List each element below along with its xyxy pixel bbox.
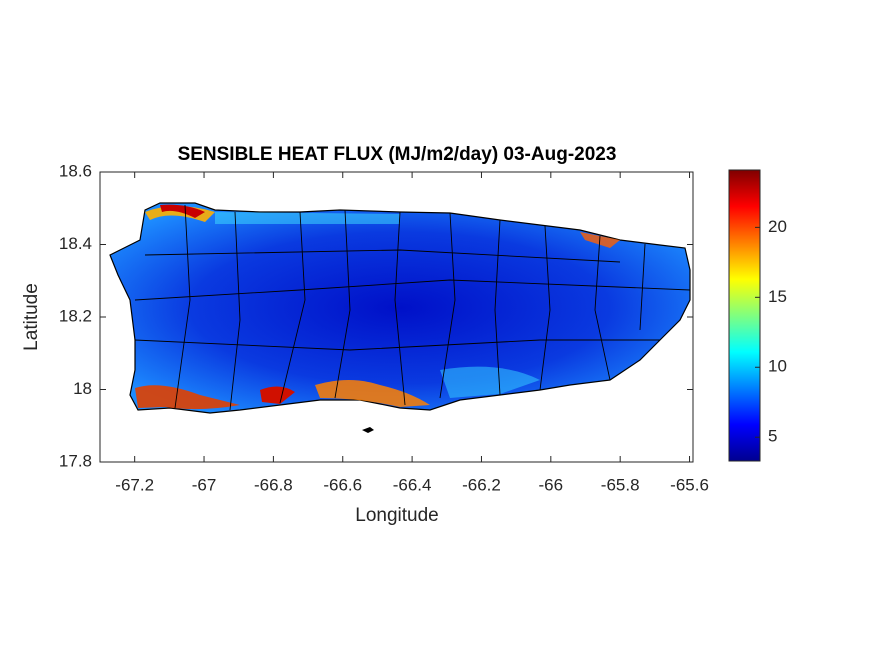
x-tick-label: -65.8 xyxy=(601,475,640,494)
x-tick-label: -65.6 xyxy=(670,475,709,494)
x-tick-label: -66.8 xyxy=(254,475,293,494)
x-axis-label: Longitude xyxy=(355,505,438,526)
x-tick-label: -67 xyxy=(192,475,217,494)
colorbar xyxy=(728,169,761,462)
y-axis-label: Latitude xyxy=(21,283,42,351)
colorbar-tick-label: 5 xyxy=(768,427,777,446)
x-tick-label: -66.4 xyxy=(393,475,432,494)
y-tick-label: 18.4 xyxy=(59,234,92,253)
x-tick-label: -67.2 xyxy=(115,475,154,494)
x-tick-label: -66.6 xyxy=(323,475,362,494)
x-tick-label: -66 xyxy=(539,475,564,494)
chart-title: SENSIBLE HEAT FLUX (MJ/m2/day) 03-Aug-20… xyxy=(178,144,617,165)
colorbar-tick-label: 10 xyxy=(768,357,787,376)
y-tick-label: 18.6 xyxy=(59,161,92,180)
y-tick-label: 18.2 xyxy=(59,306,92,325)
island xyxy=(109,202,691,433)
y-tick-label: 18 xyxy=(73,379,92,398)
colorbar-tick-label: 15 xyxy=(768,287,787,306)
colorbar-tick-label: 20 xyxy=(768,217,787,236)
x-tick-label: -66.2 xyxy=(462,475,501,494)
y-tick-label: 17.8 xyxy=(59,451,92,470)
